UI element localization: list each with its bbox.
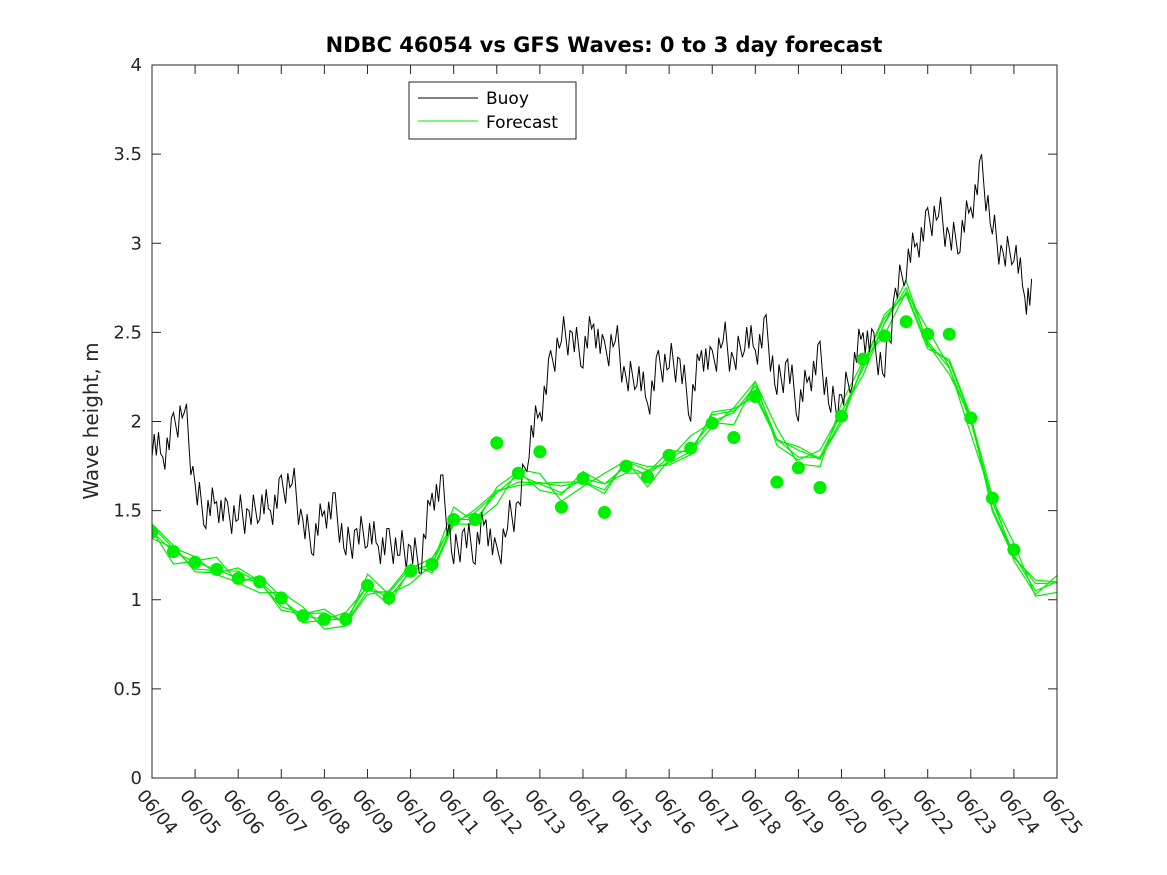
y-tick-label: 2: [131, 412, 142, 433]
forecast-start-point: [296, 609, 310, 623]
y-tick-label: 1: [131, 590, 142, 611]
y-tick-label: 1.5: [113, 501, 142, 522]
forecast-start-point: [964, 411, 978, 425]
forecast-start-point: [468, 513, 482, 526]
forecast-start-point: [770, 475, 784, 489]
forecast-start-point: [533, 445, 547, 459]
forecast-start-point: [339, 612, 353, 626]
forecast-start-point: [490, 436, 504, 450]
legend-buoy-label: Buoy: [486, 89, 529, 109]
forecast-start-point: [231, 571, 245, 585]
forecast-start-point: [619, 459, 633, 473]
buoy-line: [152, 153, 1033, 574]
forecast-start-point: [813, 481, 827, 494]
legend-box: [408, 81, 577, 140]
forecast-start-point: [253, 575, 267, 589]
forecast-start-point: [425, 557, 439, 571]
y-tick-label: 0.5: [113, 679, 142, 700]
forecast-start-point: [727, 431, 741, 444]
forecast-start-point: [856, 352, 870, 366]
forecast-start-point: [878, 329, 892, 343]
chart-title: NDBC 46054 vs GFS Waves: 0 to 3 day fore…: [326, 33, 883, 57]
y-axis-label: Wave height, m: [79, 342, 103, 499]
forecast-start-point: [791, 461, 805, 475]
forecast-start-point: [985, 491, 999, 505]
forecast-start-point: [274, 591, 288, 605]
forecast-line-3: [152, 279, 1057, 624]
y-tick-label: 0: [131, 768, 142, 789]
legend-forecast-label: Forecast: [486, 113, 558, 133]
forecast-start-point: [152, 525, 159, 539]
forecast-start-point: [835, 409, 848, 423]
forecast-start-point: [382, 591, 396, 605]
forecast-start-point: [404, 564, 418, 578]
forecast-start-point: [511, 466, 525, 480]
forecast-start-point: [684, 441, 698, 455]
forecast-start-point: [942, 327, 956, 341]
plot-area: [152, 153, 1057, 630]
legend: Buoy Forecast: [408, 81, 577, 140]
forecast-start-point: [167, 545, 180, 559]
plot-content: [152, 153, 1057, 630]
forecast-start-point: [598, 505, 611, 519]
forecast-start-point: [1007, 543, 1021, 557]
forecast-start-point: [748, 390, 762, 403]
forecast-start-point: [554, 500, 568, 514]
y-tick-label: 4: [131, 55, 142, 76]
forecast-start-point: [662, 448, 676, 462]
forecast-start-point: [899, 315, 913, 329]
forecast-start-point: [705, 416, 719, 430]
forecast-start-point: [447, 513, 461, 526]
forecast-line-4: [152, 290, 1057, 630]
forecast-start-point: [317, 612, 331, 626]
forecast-start-point: [188, 555, 202, 569]
forecast-start-point: [361, 579, 374, 592]
forecast-start-point: [641, 470, 655, 484]
forecast-start-point: [210, 562, 224, 576]
forecast-start-point: [921, 327, 935, 341]
y-tick-label: 3.5: [113, 144, 142, 165]
forecast-start-point: [576, 472, 590, 485]
y-tick-label: 3: [131, 233, 142, 254]
y-tick-label: 2.5: [113, 322, 142, 343]
